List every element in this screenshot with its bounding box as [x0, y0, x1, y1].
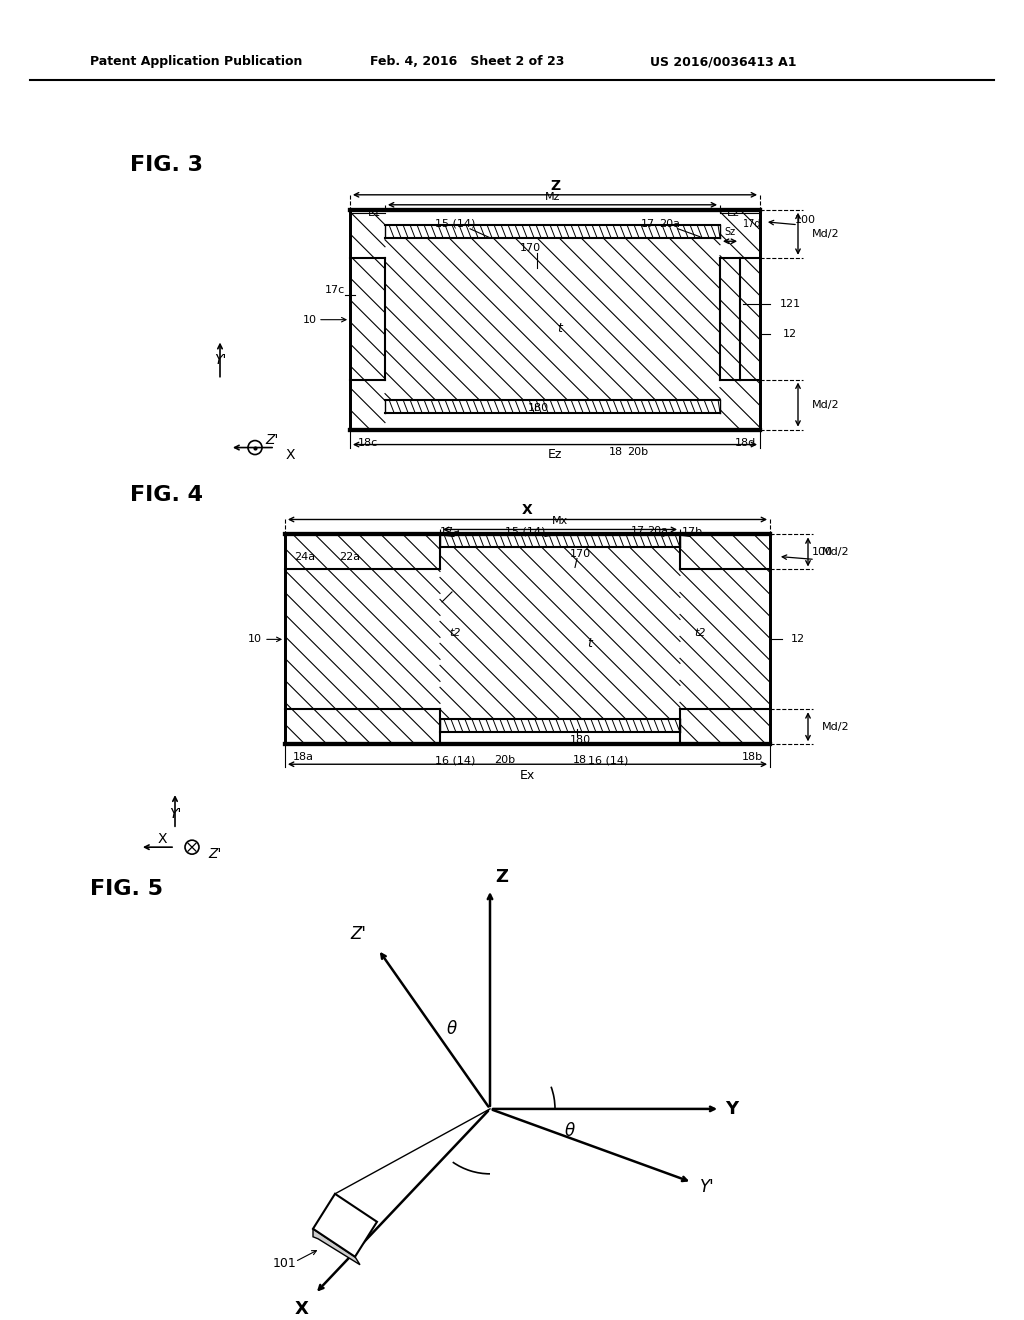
- Text: L1: L1: [368, 207, 381, 218]
- Text: Md/2: Md/2: [812, 400, 840, 409]
- Text: Z': Z': [265, 433, 279, 446]
- Text: 17c: 17c: [325, 285, 345, 294]
- Text: 101: 101: [273, 1257, 297, 1270]
- Text: X: X: [522, 503, 532, 517]
- Text: Y': Y': [699, 1179, 715, 1196]
- Text: Patent Application Publication: Patent Application Publication: [90, 55, 302, 69]
- Text: Y': Y': [214, 352, 226, 367]
- Text: Y: Y: [725, 1100, 738, 1118]
- Text: 18: 18: [573, 755, 587, 766]
- Text: 22a: 22a: [339, 552, 360, 562]
- Text: Z': Z': [208, 847, 221, 861]
- Text: 10: 10: [248, 635, 262, 644]
- Text: 180: 180: [527, 403, 549, 413]
- Text: Sz: Sz: [724, 227, 735, 238]
- Text: 20a: 20a: [647, 527, 669, 536]
- Text: FIG. 3: FIG. 3: [130, 154, 203, 174]
- Text: 16 (14): 16 (14): [588, 755, 628, 766]
- Text: Z': Z': [350, 925, 367, 944]
- Text: X: X: [295, 1300, 309, 1317]
- Text: 15 (14): 15 (14): [505, 527, 545, 536]
- Text: t: t: [557, 322, 562, 335]
- Text: 20a: 20a: [659, 219, 681, 228]
- Text: 12: 12: [783, 329, 797, 339]
- Text: 24a: 24a: [295, 552, 315, 562]
- Text: 17d: 17d: [742, 219, 761, 228]
- Text: 18b: 18b: [741, 752, 763, 762]
- Polygon shape: [313, 1229, 360, 1265]
- Text: X: X: [286, 447, 295, 462]
- Text: L2: L2: [727, 207, 740, 218]
- Text: 170: 170: [519, 243, 541, 252]
- Text: Ez: Ez: [548, 447, 562, 461]
- Text: X: X: [158, 832, 167, 846]
- Text: FIG. 5: FIG. 5: [90, 879, 163, 899]
- Text: 15 (14): 15 (14): [435, 219, 475, 228]
- Text: FIG. 4: FIG. 4: [130, 484, 203, 504]
- Text: Feb. 4, 2016   Sheet 2 of 23: Feb. 4, 2016 Sheet 2 of 23: [370, 55, 564, 69]
- Text: 100: 100: [795, 215, 815, 224]
- Text: 16 (14): 16 (14): [435, 755, 475, 766]
- Text: Ex: Ex: [520, 768, 536, 781]
- Text: 18d: 18d: [734, 437, 756, 447]
- Text: Z: Z: [550, 178, 560, 193]
- Text: Y': Y': [169, 808, 181, 821]
- Text: Mx: Mx: [552, 516, 568, 527]
- Text: 17: 17: [631, 527, 645, 536]
- Text: $\theta$: $\theta$: [564, 1122, 575, 1140]
- Text: $\theta$: $\theta$: [446, 1020, 458, 1038]
- Polygon shape: [313, 1193, 377, 1257]
- Text: 100: 100: [811, 548, 833, 557]
- Text: 18c: 18c: [357, 437, 378, 447]
- Text: 17b: 17b: [681, 528, 702, 537]
- Text: 12: 12: [791, 635, 805, 644]
- Text: 18a: 18a: [293, 752, 313, 762]
- Text: 121: 121: [779, 298, 801, 309]
- Text: Md/2: Md/2: [822, 722, 850, 731]
- Text: 17: 17: [641, 219, 655, 228]
- Text: 18: 18: [609, 446, 623, 457]
- Text: t2: t2: [694, 628, 706, 638]
- Text: US 2016/0036413 A1: US 2016/0036413 A1: [650, 55, 797, 69]
- Text: t2: t2: [450, 628, 461, 638]
- Text: t: t: [588, 636, 593, 649]
- Text: Z: Z: [496, 869, 509, 886]
- Text: 10: 10: [303, 314, 317, 325]
- Text: 170: 170: [569, 549, 591, 560]
- Text: 180: 180: [569, 735, 591, 746]
- Text: 17a: 17a: [439, 528, 461, 537]
- Text: Mz: Mz: [545, 191, 560, 202]
- Text: Md/2: Md/2: [822, 546, 850, 557]
- Text: 20b: 20b: [628, 446, 648, 457]
- Text: 20b: 20b: [495, 755, 515, 766]
- Text: Md/2: Md/2: [812, 228, 840, 239]
